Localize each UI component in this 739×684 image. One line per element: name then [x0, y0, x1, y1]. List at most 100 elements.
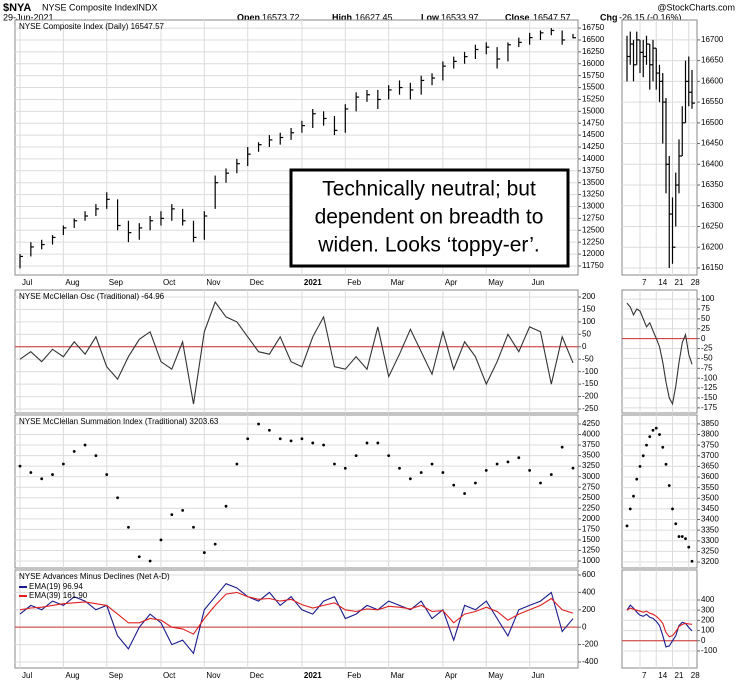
dot [430, 462, 434, 466]
y-tick-label: 75 [701, 304, 710, 313]
dot [148, 559, 152, 563]
dot [354, 454, 358, 458]
dot [625, 524, 629, 528]
y-tick-label: 16650 [701, 56, 724, 65]
y-tick-label: 3750 [582, 440, 600, 449]
y-tick-label: 3400 [701, 515, 719, 524]
dot [495, 462, 499, 466]
y-tick-label: 200 [701, 615, 715, 624]
dot [654, 426, 658, 430]
x-tick-label: Aug [65, 671, 79, 680]
y-tick-label: 100 [582, 317, 596, 326]
y-tick-label: 3800 [701, 430, 719, 439]
x-tick-label: 7 [642, 278, 647, 287]
y-tick-label: 14750 [582, 118, 605, 127]
dot [641, 454, 645, 458]
x-tick-label: 2021 [304, 278, 322, 287]
y-tick-label: 16250 [701, 222, 724, 231]
y-tick-label: 16550 [701, 97, 724, 106]
y-tick-label: 3250 [582, 461, 600, 470]
dot [506, 460, 510, 464]
y-tick-label: 1750 [582, 524, 600, 533]
dot [83, 443, 87, 447]
y-tick-label: 0 [582, 622, 587, 631]
panel [621, 19, 698, 276]
dot [539, 481, 542, 485]
dot [278, 437, 282, 441]
dot [474, 481, 477, 485]
y-tick-label: 16400 [701, 159, 724, 168]
y-tick-label: -25 [701, 344, 713, 353]
dot [137, 555, 141, 559]
dot [651, 428, 655, 432]
data-line [626, 607, 693, 638]
symbol: $NYA [3, 2, 31, 14]
dot [690, 559, 694, 563]
y-tick-label: 300 [701, 605, 715, 614]
panel [14, 289, 579, 414]
x-tick-label: 7 [642, 671, 647, 680]
y-tick-label: 3550 [701, 483, 719, 492]
x-tick-label: May [488, 671, 503, 680]
dot [311, 441, 315, 445]
x-tick-label: Dec [250, 278, 264, 287]
dot [549, 473, 553, 476]
legend-entry: EMA(19) 96.94 [29, 582, 83, 591]
y-tick-label: -100 [701, 373, 718, 382]
y-tick-label: 3250 [701, 547, 719, 556]
y-tick-label: 11750 [582, 261, 604, 270]
y-tick-label: 14500 [582, 130, 605, 139]
dot [246, 437, 250, 441]
y-tick-label: 400 [582, 587, 596, 596]
y-tick-label: -175 [701, 403, 718, 412]
dot [419, 471, 423, 474]
x-tick-label: Nov [206, 278, 220, 287]
y-tick-label: 3750 [701, 440, 719, 449]
dot [635, 477, 639, 481]
dot [684, 537, 687, 541]
dot [638, 465, 642, 468]
quote-label: Open [237, 12, 260, 22]
data-line [19, 591, 574, 635]
y-tick-label: 16500 [582, 35, 605, 44]
dot [441, 471, 445, 474]
y-tick-label: 16450 [701, 139, 724, 148]
panel-label: NYSE McClellan Summation Index (Traditio… [19, 417, 219, 426]
y-tick-label: 3300 [701, 536, 719, 545]
y-tick-label: 16700 [701, 35, 724, 44]
panel-label: NYSE Advances Minus Declines (Net A-D) [19, 572, 170, 581]
dot [463, 492, 466, 495]
quote-value: 16573.72 [262, 12, 300, 22]
y-tick-label: 3700 [701, 451, 719, 460]
dot [94, 454, 98, 458]
dot [658, 433, 661, 436]
x-tick-label: Oct [163, 671, 176, 680]
x-tick-label: 28 [691, 278, 700, 287]
dot [18, 464, 22, 468]
dot [72, 449, 76, 453]
y-tick-label: 16250 [582, 47, 605, 56]
dot [105, 473, 109, 476]
y-tick-label: 50 [582, 329, 591, 338]
y-tick-label: 0 [701, 334, 706, 343]
quote-value: 16627.45 [355, 12, 393, 22]
annotation-frame [289, 168, 570, 268]
annotation-line: dependent on breadth to [315, 206, 544, 229]
index-name: NYSE Composite Index [42, 2, 137, 12]
panel [621, 414, 698, 569]
dot [300, 437, 304, 441]
quote-value: -26.15 (-0.16%) [619, 12, 682, 22]
y-tick-label: 50 [701, 314, 710, 323]
y-tick-label: 16300 [701, 201, 724, 210]
y-tick-label: 12750 [582, 213, 605, 222]
dot [235, 462, 239, 466]
y-tick-label: 4250 [582, 419, 600, 428]
quote-label: Chg [600, 12, 618, 22]
y-tick-label: 15500 [582, 83, 605, 92]
y-tick-label: 16500 [701, 118, 724, 127]
y-tick-label: 200 [582, 605, 596, 614]
dot [181, 509, 185, 512]
y-tick-label: 3350 [701, 525, 719, 534]
dot [680, 535, 684, 538]
